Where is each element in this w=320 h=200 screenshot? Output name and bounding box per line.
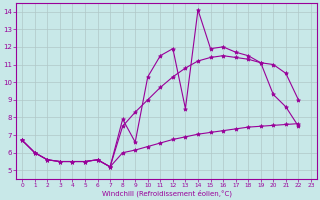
- X-axis label: Windchill (Refroidissement éolien,°C): Windchill (Refroidissement éolien,°C): [101, 190, 232, 197]
